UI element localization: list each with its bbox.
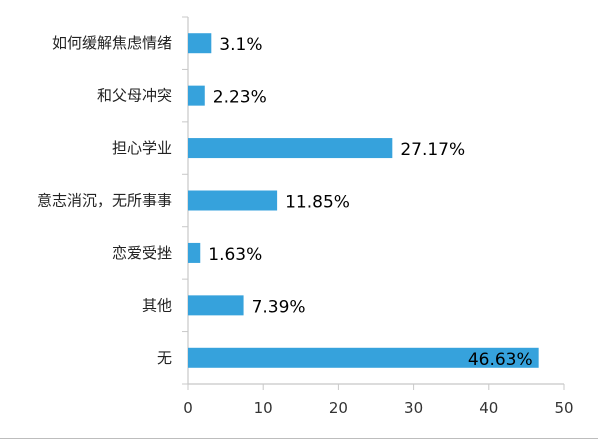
x-tick-label: 0: [183, 399, 193, 417]
bar: [188, 33, 212, 54]
bar: [188, 85, 205, 106]
x-tick-label: 10: [254, 399, 273, 417]
x-tick-label: 40: [479, 399, 498, 417]
bottom-divider: [0, 438, 598, 439]
category-label: 担心学业: [112, 139, 172, 157]
bar: [188, 190, 278, 211]
bar: [188, 138, 393, 159]
category-label: 恋爱受挫: [112, 244, 172, 262]
bar: [188, 295, 244, 316]
category-label: 无: [157, 349, 172, 367]
category-label: 如何缓解焦虑情绪: [52, 34, 172, 52]
data-label: 11.85%: [285, 193, 350, 213]
category-label: 其他: [142, 296, 172, 314]
data-label: 7.39%: [252, 297, 306, 317]
x-tick-label: 50: [554, 399, 573, 417]
data-label: 3.1%: [219, 35, 262, 55]
category-label: 和父母冲突: [97, 87, 172, 105]
bar: [188, 242, 201, 263]
category-label: 意志消沉，无所事事: [37, 192, 172, 210]
data-label: 2.23%: [213, 88, 267, 108]
data-label: 1.63%: [208, 245, 262, 265]
chart-bars: [188, 33, 539, 368]
x-tick-label: 20: [329, 399, 348, 417]
x-tick-label: 30: [404, 399, 423, 417]
data-labels: 3.1% 2.23% 27.17% 11.85% 1.63% 7.39% 46.63%: [208, 35, 532, 370]
bar: [188, 347, 539, 368]
data-label: 27.17%: [400, 140, 465, 160]
data-label: 46.63%: [468, 350, 533, 370]
x-axis-ticks: 0 10 20 30 40 50: [183, 384, 574, 417]
